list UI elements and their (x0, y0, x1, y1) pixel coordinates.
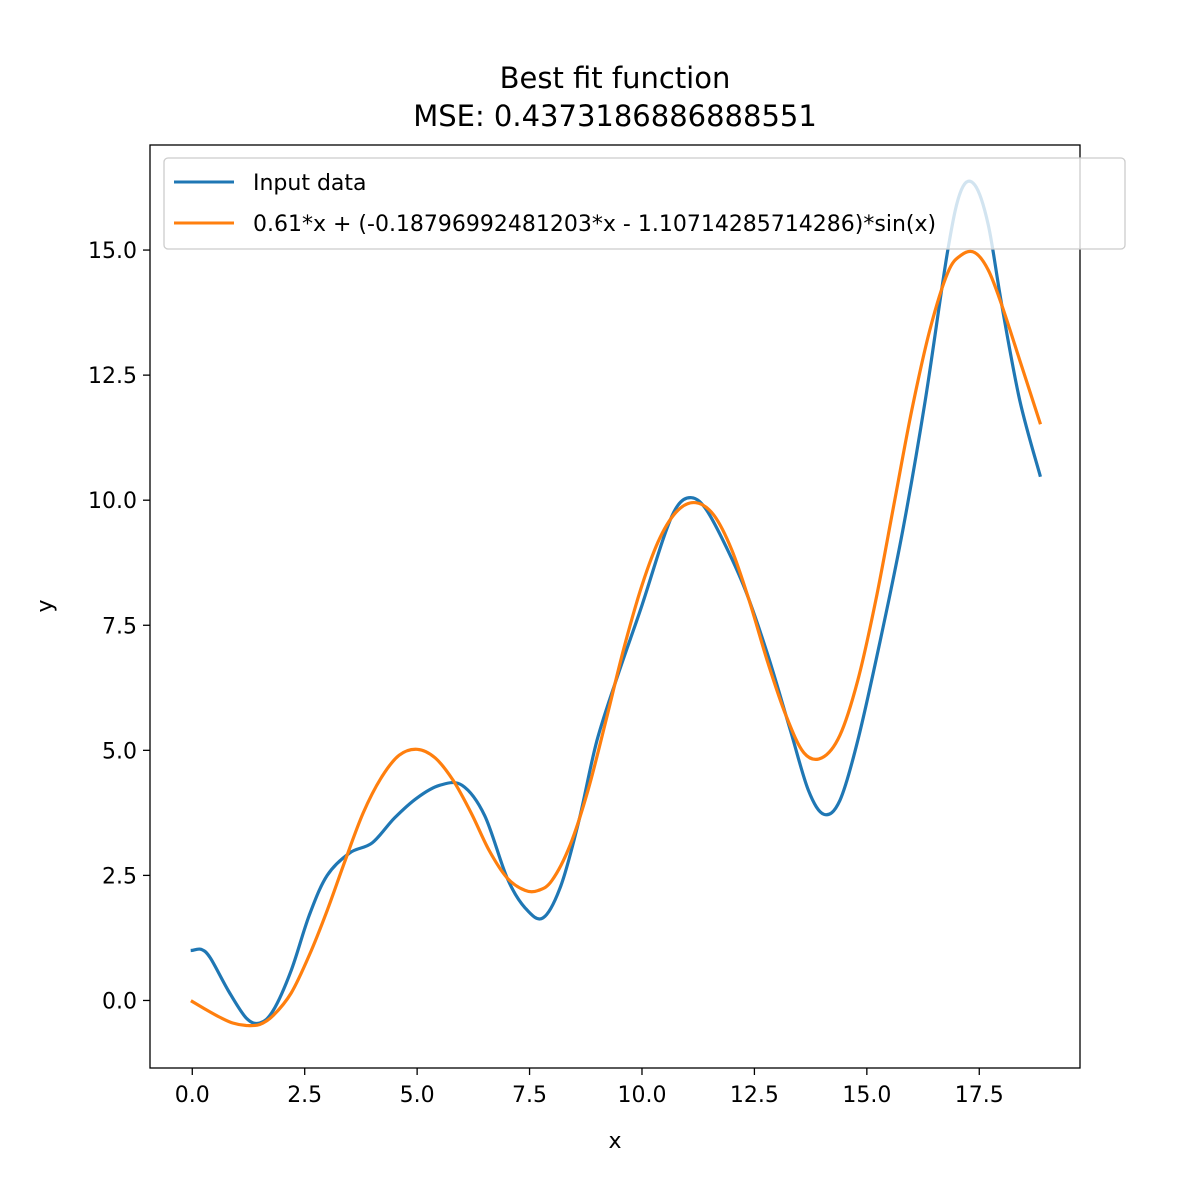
chart-subtitle: MSE: 0.4373186886888551 (413, 99, 817, 133)
x-tick-label: 2.5 (287, 1083, 322, 1108)
y-tick-label: 12.5 (88, 364, 137, 389)
x-tick-label: 7.5 (512, 1083, 547, 1108)
y-tick-label: 2.5 (102, 864, 137, 889)
series-line-input-data (190, 179, 1042, 1026)
legend-label-input-data: Input data (253, 171, 367, 196)
y-tick-label: 0.0 (102, 989, 137, 1014)
y-tick-label: 5.0 (102, 739, 137, 764)
series-line-best-fit (190, 249, 1043, 1028)
y-tick-label: 7.5 (102, 614, 137, 639)
y-axis: 0.0 2.5 5.0 7.5 10.0 12.5 15.0 (88, 239, 150, 1014)
x-tick-label: 0.0 (175, 1083, 210, 1108)
x-tick-label: 12.5 (730, 1083, 779, 1108)
x-tick-label: 15.0 (842, 1083, 891, 1108)
plot-frame (149, 144, 1081, 1069)
x-tick-label: 5.0 (400, 1083, 435, 1108)
legend-label-best-fit: 0.61*x + (-0.18796992481203*x - 1.107142… (253, 212, 936, 237)
y-tick-label: 10.0 (88, 489, 137, 514)
x-axis: 0.0 2.5 5.0 7.5 10.0 12.5 15.0 17.5 (175, 1068, 1004, 1108)
x-tick-label: 10.0 (617, 1083, 666, 1108)
x-tick-label: 17.5 (955, 1083, 1004, 1108)
y-axis-label: y (33, 599, 58, 612)
y-tick-label: 15.0 (88, 239, 137, 264)
chart-title: Best fit function (500, 61, 731, 95)
legend-box (163, 157, 1126, 250)
legend: Input data 0.61*x + (-0.18796992481203*x… (163, 157, 1126, 250)
x-axis-label: x (608, 1129, 621, 1154)
plot-lines (190, 179, 1043, 1028)
